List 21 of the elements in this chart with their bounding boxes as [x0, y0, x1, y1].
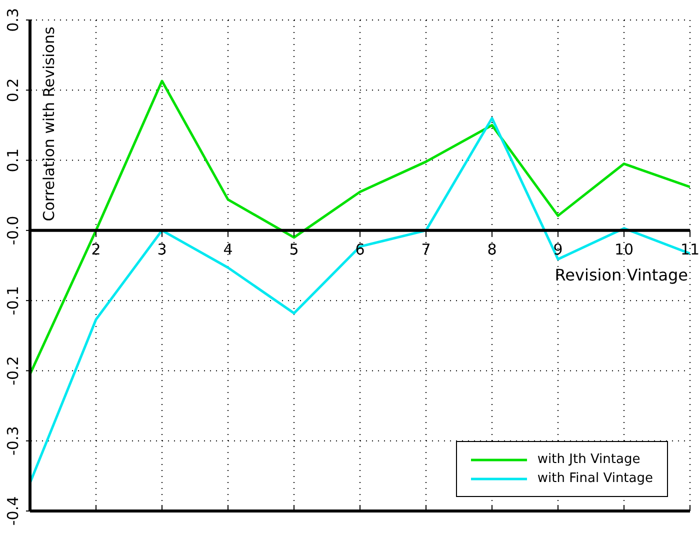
x-tick-label: 11: [680, 240, 699, 258]
y-tick-label: -0.0: [4, 216, 22, 246]
legend-label: with Jth Vintage: [537, 451, 640, 469]
y-axis-title: Correlation with Revisions: [40, 26, 58, 222]
legend-label: with Final Vintage: [537, 470, 653, 488]
x-tick-label: 3: [157, 240, 167, 258]
x-tick-label: 5: [289, 240, 299, 258]
y-tick-label: -0.1: [4, 286, 22, 316]
x-tick-label: 7: [421, 240, 431, 258]
x-tick-label: 4: [223, 240, 233, 258]
y-tick-label: 0.2: [4, 78, 22, 102]
x-tick-label: 2: [91, 240, 101, 258]
x-tick-label: 10: [614, 240, 634, 258]
y-tick-label: 0.1: [4, 148, 22, 172]
x-tick-label: 8: [487, 240, 497, 258]
y-tick-label: -0.4: [4, 496, 22, 526]
y-tick-label: 0.3: [4, 8, 22, 32]
y-tick-label: -0.3: [4, 426, 22, 456]
y-tick-label: -0.2: [4, 356, 22, 386]
x-tick-label: 9: [553, 240, 563, 258]
x-axis-title: Revision Vintage: [554, 265, 688, 284]
